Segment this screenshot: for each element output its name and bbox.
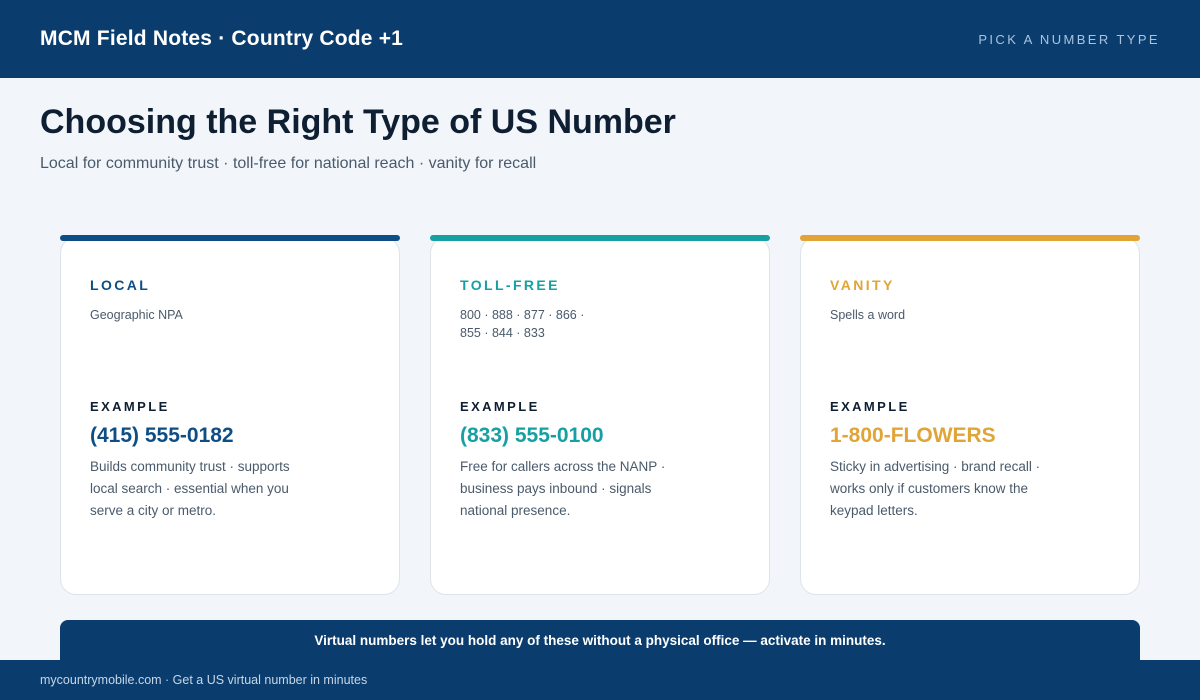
card-body: Sticky in advertising · brand recall · w… xyxy=(830,459,1041,518)
card-label: LOCAL xyxy=(90,277,151,293)
footer-text: mycountrymobile.com · Get a US virtual n… xyxy=(40,673,368,687)
footer: mycountrymobile.com · Get a US virtual n… xyxy=(0,660,1200,700)
card-local: LOCAL Geographic NPA EXAMPLE (415) 555-0… xyxy=(60,237,400,595)
card-label: VANITY xyxy=(830,277,895,293)
example-label: EXAMPLE xyxy=(830,399,910,414)
card-local-accent-bar xyxy=(60,235,400,241)
example-number: (415) 555-0182 xyxy=(90,424,234,447)
page-title: Choosing the Right Type of US Number xyxy=(40,103,676,141)
example-number: 1-800-FLOWERS xyxy=(830,424,996,447)
example-number: (833) 555-0100 xyxy=(460,424,604,447)
page-subtitle: Local for community trust · toll-free fo… xyxy=(40,155,537,172)
card-toll-free-accent-bar xyxy=(430,235,770,241)
card-body: Free for callers across the NANP · busin… xyxy=(460,459,666,518)
example-label: EXAMPLE xyxy=(460,399,540,414)
pick-number-type-link[interactable]: PICK A NUMBER TYPE xyxy=(978,31,1160,47)
card-description: 800 · 888 · 877 · 866 · 855 · 844 · 833 xyxy=(460,308,585,340)
card-description: Spells a word xyxy=(830,308,906,322)
card-vanity-accent-bar xyxy=(800,235,1140,241)
banner-text: Virtual numbers let you hold any of thes… xyxy=(314,632,886,648)
card-body: Builds community trust · supports local … xyxy=(90,459,290,518)
example-label: EXAMPLE xyxy=(90,399,170,414)
card-description: Geographic NPA xyxy=(90,308,183,322)
card-vanity: VANITY Spells a word EXAMPLE 1-800-FLOWE… xyxy=(800,237,1140,595)
info-banner: Virtual numbers let you hold any of thes… xyxy=(60,620,1140,660)
brand-title: MCM Field Notes · Country Code +1 xyxy=(40,27,404,50)
top-bar: MCM Field Notes · Country Code +1 PICK A… xyxy=(0,0,1200,78)
card-toll-free: TOLL-FREE 800 · 888 · 877 · 866 · 855 · … xyxy=(430,237,770,595)
card-label: TOLL-FREE xyxy=(460,277,560,293)
